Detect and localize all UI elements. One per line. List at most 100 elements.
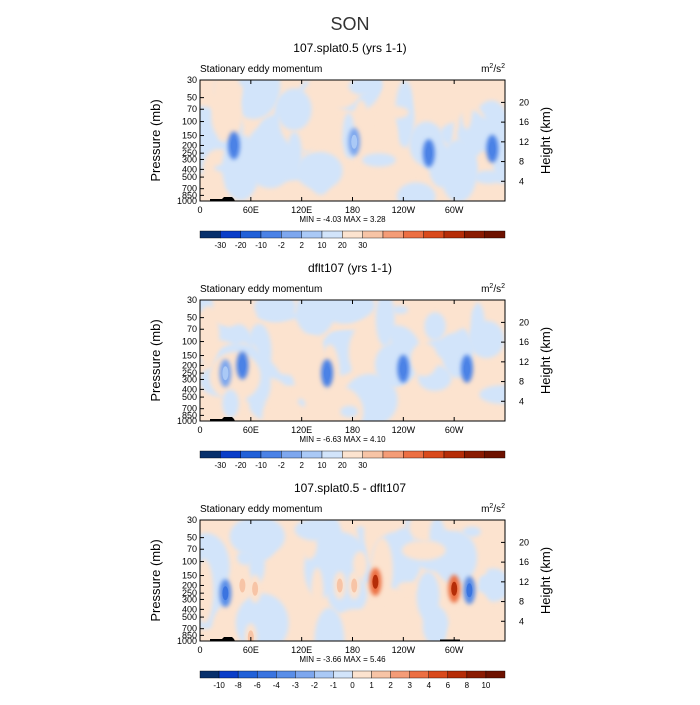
colorbar-label: -8 bbox=[235, 681, 243, 690]
contour-core bbox=[489, 141, 496, 156]
colorbar-swatch bbox=[301, 230, 323, 239]
colorbar-swatch bbox=[220, 230, 241, 239]
y-axis-right-label: Height (km) bbox=[538, 327, 553, 394]
y-tick-right-label: 4 bbox=[519, 176, 524, 186]
y-tick-label: 30 bbox=[187, 75, 197, 85]
y-axis-right-label: Height (km) bbox=[538, 547, 553, 614]
y-tick-right-label: 12 bbox=[519, 357, 529, 367]
field-blob bbox=[397, 582, 416, 593]
y-tick-label: 500 bbox=[182, 612, 197, 622]
panel-units: m2/s2 bbox=[481, 503, 505, 515]
field-blob bbox=[331, 171, 373, 201]
colorbar-swatch bbox=[256, 670, 277, 679]
field-blob bbox=[230, 80, 270, 87]
y-axis-label: Pressure (mb) bbox=[148, 539, 163, 621]
panels: 107.splat0.5 (yrs 1-1) Stationary eddy mo… bbox=[148, 41, 553, 690]
colorbar-swatch bbox=[423, 230, 445, 239]
field-blob bbox=[401, 540, 446, 561]
min-max-text: MIN = -6.63 MAX = 4.10 bbox=[299, 435, 386, 444]
colorbar-swatch bbox=[403, 450, 424, 459]
x-tick-label: 60W bbox=[445, 645, 464, 655]
y-tick-right-label: 20 bbox=[519, 97, 529, 107]
colorbar-swatch bbox=[314, 670, 334, 679]
y-tick-label: 150 bbox=[182, 571, 197, 581]
field-blob bbox=[410, 342, 438, 377]
y-tick-label: 400 bbox=[182, 164, 197, 174]
colorbar-label: 0 bbox=[350, 681, 355, 690]
field-blob bbox=[314, 607, 345, 641]
field-blob bbox=[294, 520, 339, 541]
colorbar-label: 4 bbox=[427, 681, 432, 690]
colorbar-swatch bbox=[443, 450, 465, 459]
colorbar-label: -2 bbox=[278, 461, 286, 470]
contour-field bbox=[200, 80, 505, 201]
colorbar-swatch bbox=[342, 450, 363, 459]
colorbar-swatch bbox=[218, 670, 239, 679]
chart-panel-2: dflt107 (yrs 1-1) Stationary eddy momentu… bbox=[148, 261, 553, 470]
y-tick-label: 300 bbox=[182, 154, 197, 164]
x-tick-label: 0 bbox=[197, 205, 202, 215]
panel-left-label: Stationary eddy momentum bbox=[200, 504, 322, 515]
x-tick-label: 0 bbox=[197, 645, 202, 655]
field-blob bbox=[229, 520, 285, 557]
colorbar-swatch bbox=[281, 450, 302, 459]
field-blob bbox=[352, 551, 368, 577]
y-tick-right-label: 16 bbox=[519, 337, 529, 347]
y-axis-label: Pressure (mb) bbox=[148, 319, 163, 401]
y-tick-label: 700 bbox=[182, 184, 197, 194]
colorbar-swatch bbox=[295, 670, 315, 679]
field-blob bbox=[468, 401, 496, 421]
colorbar-swatch bbox=[428, 670, 449, 679]
colorbar-label: -10 bbox=[255, 461, 267, 470]
colorbar-label: 3 bbox=[407, 681, 412, 690]
y-tick-right-label: 4 bbox=[519, 616, 524, 626]
colorbar-label: -30 bbox=[215, 241, 227, 250]
y-tick-label: 50 bbox=[187, 93, 197, 103]
y-tick-label: 1000 bbox=[177, 636, 197, 646]
contour-core bbox=[252, 581, 259, 596]
y-tick-label: 1000 bbox=[177, 196, 197, 206]
colorbar-swatch bbox=[281, 230, 302, 239]
contour-core bbox=[425, 146, 432, 161]
x-tick-label: 60W bbox=[445, 205, 464, 215]
contour-core bbox=[239, 578, 246, 593]
topography bbox=[210, 197, 235, 201]
y-tick-label: 500 bbox=[182, 392, 197, 402]
x-tick-label: 180 bbox=[345, 645, 360, 655]
colorbar-swatch bbox=[485, 670, 506, 679]
colorbar-swatch bbox=[464, 450, 485, 459]
x-tick-label: 60W bbox=[445, 425, 464, 435]
contour-core bbox=[451, 581, 458, 596]
colorbar-label: 30 bbox=[358, 241, 367, 250]
y-tick-label: 250 bbox=[182, 368, 197, 378]
colorbar-swatch bbox=[276, 670, 296, 679]
field-blob bbox=[304, 382, 330, 421]
contour-core bbox=[222, 366, 229, 381]
y-tick-right-label: 16 bbox=[519, 117, 529, 127]
x-tick-label: 120W bbox=[392, 645, 416, 655]
colorbar-swatch bbox=[423, 450, 445, 459]
colorbar-swatch bbox=[260, 450, 282, 459]
contour-core bbox=[463, 361, 470, 376]
field-blob bbox=[414, 80, 439, 123]
field-blob bbox=[416, 571, 440, 621]
y-tick-label: 70 bbox=[187, 544, 197, 554]
field-blob bbox=[433, 531, 478, 585]
x-tick-label: 120W bbox=[392, 205, 416, 215]
y-tick-label: 200 bbox=[182, 580, 197, 590]
contour-core bbox=[400, 361, 407, 376]
y-tick-right-label: 8 bbox=[519, 157, 524, 167]
colorbar-swatch bbox=[382, 450, 404, 459]
colorbar-swatch bbox=[352, 670, 372, 679]
contour-core bbox=[351, 578, 358, 593]
field-blob bbox=[473, 170, 504, 184]
colorbar-swatch bbox=[443, 230, 465, 239]
x-tick-label: 60E bbox=[243, 645, 259, 655]
y-tick-label: 400 bbox=[182, 604, 197, 614]
contour-core bbox=[247, 630, 254, 641]
y-tick-label: 150 bbox=[182, 351, 197, 361]
min-max-text: MIN = -4.03 MAX = 3.28 bbox=[299, 215, 386, 224]
colorbar-label: -20 bbox=[235, 241, 247, 250]
colorbar-swatch bbox=[240, 450, 262, 459]
panel-units: m2/s2 bbox=[481, 63, 505, 75]
